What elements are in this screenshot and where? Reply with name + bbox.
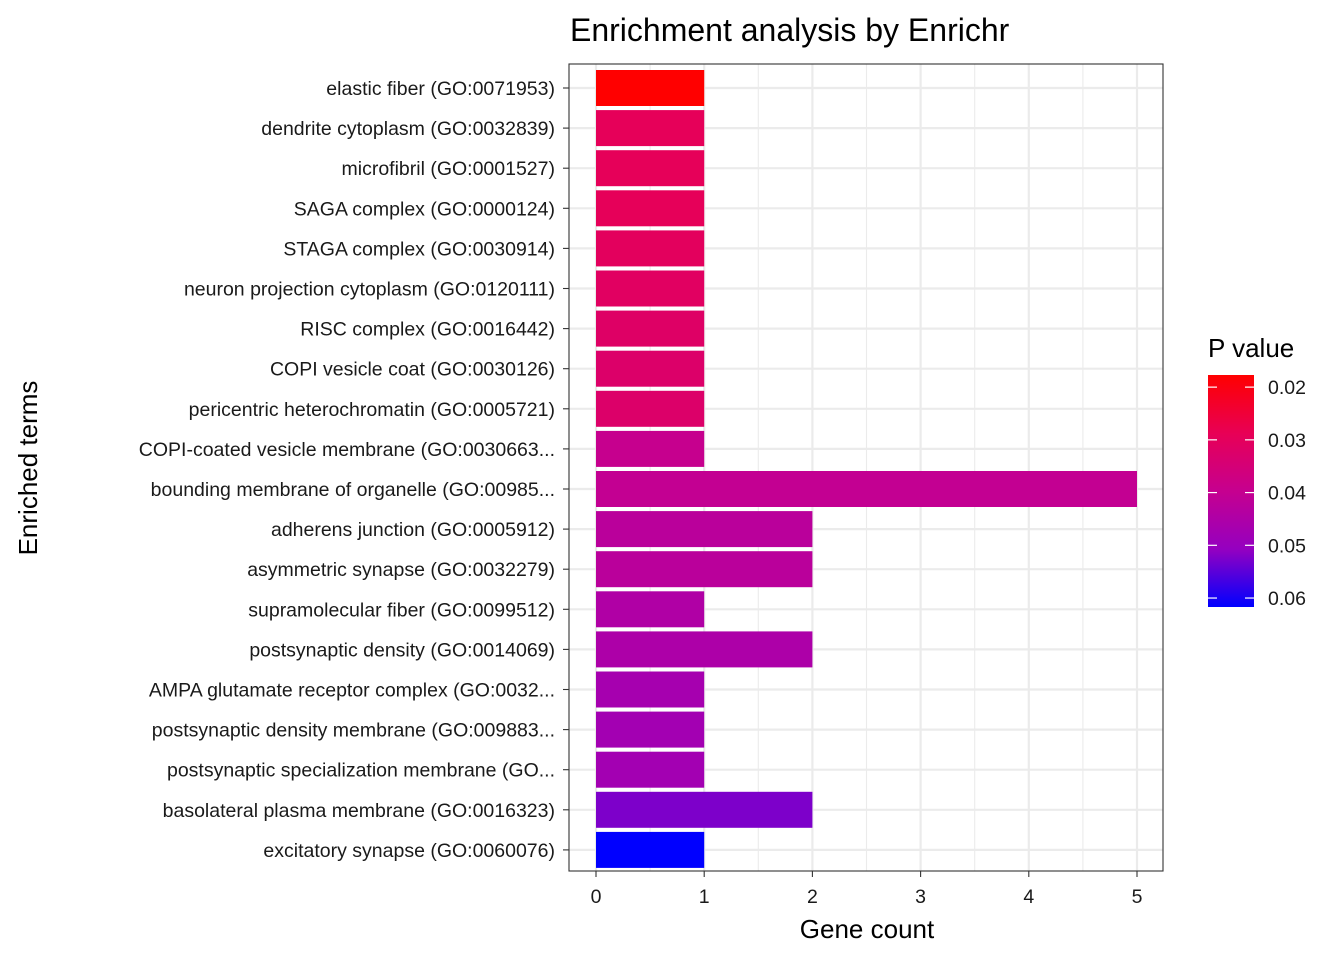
bar[interactable]	[596, 671, 705, 708]
y-tick-label: COPI vesicle coat (GO:0030126)	[270, 359, 555, 381]
legend-tick-label: 0.02	[1268, 377, 1306, 399]
x-axis: 0 1 2 3 4 5	[591, 871, 1143, 908]
legend-tick-label: 0.03	[1268, 430, 1306, 452]
bar[interactable]	[596, 511, 813, 548]
x-axis-title: Gene count	[800, 914, 935, 944]
bar[interactable]	[596, 310, 705, 347]
y-tick-label: postsynaptic specialization membrane (GO…	[167, 760, 555, 782]
x-tick-label: 0	[591, 886, 602, 908]
legend-ticks: 0.02 0.03 0.04 0.05 0.06	[1208, 377, 1306, 610]
y-tick-label: bounding membrane of organelle (GO:00985…	[151, 479, 555, 501]
x-tick-label: 4	[1023, 886, 1034, 908]
bar[interactable]	[596, 471, 1137, 507]
y-tick-label: postsynaptic density (GO:0014069)	[249, 639, 555, 661]
bar[interactable]	[596, 551, 813, 588]
y-tick-label: postsynaptic density membrane (GO:009883…	[152, 720, 555, 742]
chart-title: Enrichment analysis by Enrichr	[570, 12, 1010, 48]
legend-tick-label: 0.05	[1268, 535, 1306, 557]
y-tick-label: adherens junction (GO:0005912)	[271, 519, 555, 541]
x-tick-label: 1	[699, 886, 710, 908]
bar[interactable]	[596, 631, 813, 668]
y-tick-label: dendrite cytoplasm (GO:0032839)	[261, 118, 555, 140]
bar[interactable]	[596, 270, 705, 307]
bars-layer	[596, 70, 1137, 868]
y-tick-label: supramolecular fiber (GO:0099512)	[248, 599, 555, 621]
y-tick-label: pericentric heterochromatin (GO:0005721)	[189, 399, 555, 421]
legend-colorbar	[1208, 375, 1254, 607]
y-tick-label: asymmetric synapse (GO:0032279)	[247, 559, 555, 581]
y-tick-label: COPI-coated vesicle membrane (GO:0030663…	[139, 439, 555, 461]
bar[interactable]	[596, 70, 705, 106]
legend-title: P value	[1208, 333, 1294, 363]
y-tick-label: SAGA complex (GO:0000124)	[294, 198, 555, 220]
y-tick-label: AMPA glutamate receptor complex (GO:0032…	[149, 680, 555, 702]
panel-border	[568, 63, 1164, 872]
y-tick-label: excitatory synapse (GO:0060076)	[263, 840, 555, 862]
bar[interactable]	[596, 751, 705, 788]
y-tick-label: basolateral plasma membrane (GO:0016323)	[163, 800, 555, 822]
y-axis: elastic fiber (GO:0071953) dendrite cytop…	[139, 78, 569, 862]
y-tick-label: RISC complex (GO:0016442)	[300, 319, 555, 341]
y-axis-title: Enriched terms	[13, 381, 43, 556]
legend-tick-label: 0.04	[1268, 483, 1306, 505]
bar[interactable]	[596, 350, 705, 387]
bar[interactable]	[596, 230, 705, 267]
bar[interactable]	[596, 110, 705, 147]
bar[interactable]	[596, 791, 813, 828]
p-value-legend: P value 0.02 0.03 0.04 0.05 0.06	[1208, 333, 1306, 610]
y-tick-label: elastic fiber (GO:0071953)	[326, 78, 555, 100]
x-tick-label: 2	[807, 886, 818, 908]
x-tick-label: 5	[1132, 886, 1143, 908]
bar[interactable]	[596, 390, 705, 427]
bar[interactable]	[596, 831, 705, 868]
bar[interactable]	[596, 190, 705, 227]
y-tick-label: STAGA complex (GO:0030914)	[283, 238, 555, 260]
bar[interactable]	[596, 591, 705, 628]
bar[interactable]	[596, 711, 705, 748]
y-tick-label: microfibril (GO:0001527)	[342, 158, 556, 180]
legend-tick-label: 0.06	[1268, 588, 1306, 610]
x-tick-label: 3	[915, 886, 926, 908]
bar[interactable]	[596, 430, 705, 467]
bar[interactable]	[596, 150, 705, 187]
y-tick-label: neuron projection cytoplasm (GO:0120111)	[184, 279, 555, 301]
